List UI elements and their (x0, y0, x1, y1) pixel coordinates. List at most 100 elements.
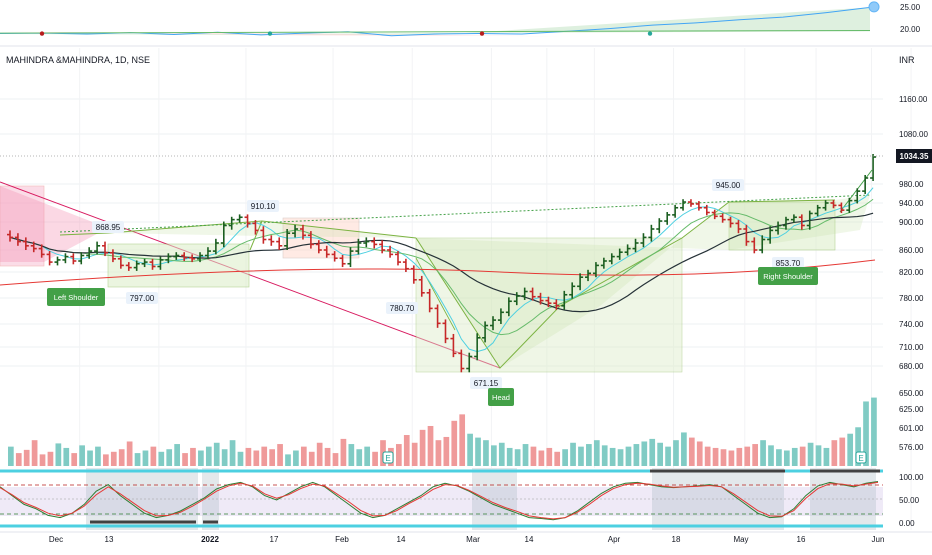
volume-bar (39, 454, 46, 466)
price-bar (474, 333, 481, 361)
top-indicator-dot (267, 31, 273, 36)
volume-bar (514, 449, 521, 466)
volume-bar (198, 450, 204, 466)
volume-bar (776, 449, 782, 466)
volume-bar (213, 442, 220, 466)
pattern-fill (108, 195, 870, 368)
price-bar (157, 256, 164, 270)
volume-bar (855, 427, 861, 466)
price-annotation-label: 853.70 (776, 259, 801, 268)
price-axis-tick: 1160.00 (899, 95, 928, 104)
volume-bar (23, 449, 30, 466)
time-axis-tick: 14 (397, 535, 406, 544)
stochastic-line (0, 481, 879, 520)
volume-bar (277, 444, 283, 466)
price-bar (133, 260, 140, 271)
time-axis-tick: Apr (608, 535, 621, 544)
price-bar (600, 257, 607, 269)
volume-bar (831, 440, 838, 466)
volume-bar (316, 442, 323, 466)
volume-bar (522, 444, 529, 466)
volume-bar (688, 437, 695, 466)
volume-bar (427, 425, 434, 466)
volume-bar (103, 454, 109, 466)
price-bar (838, 202, 845, 213)
price-bar (569, 282, 576, 299)
price-bar (862, 175, 869, 194)
price-bar (299, 224, 306, 240)
volume-bar (15, 453, 22, 466)
last-price-badge (896, 149, 932, 163)
volume-bar (443, 436, 450, 466)
price-bar (394, 251, 401, 266)
price-bar (711, 209, 718, 220)
price-bar (727, 216, 734, 228)
volume-bar (578, 446, 584, 466)
price-axis-tick: 820.00 (899, 268, 924, 277)
volume-bar (308, 451, 315, 466)
top-indicator-signal (0, 29, 871, 34)
price-bar (616, 248, 623, 260)
price-bar (78, 252, 85, 265)
volume-bar (752, 444, 759, 466)
price-bar (426, 288, 433, 313)
volume-bar (31, 440, 38, 466)
price-bar (497, 308, 504, 324)
volume-bar (221, 449, 228, 466)
pink-wedge (0, 186, 108, 262)
price-bar (521, 287, 528, 300)
volume-bar (253, 450, 260, 466)
stochastic-shade (202, 468, 219, 530)
price-annotation-label: 945.00 (716, 181, 741, 190)
price-annotation-label: 671.15 (474, 379, 499, 388)
price-bar (719, 213, 726, 223)
price-bar (315, 240, 322, 254)
volume-bar (562, 449, 568, 466)
price-bar (632, 238, 639, 253)
price-bar (212, 238, 219, 255)
volume-bar (498, 442, 505, 466)
price-bar (442, 319, 449, 344)
pattern-label-bg (488, 388, 514, 406)
price-bar (197, 252, 204, 263)
stochastic-shade (810, 468, 876, 530)
time-axis-tick: 13 (105, 535, 114, 544)
volume-bar (617, 449, 624, 466)
price-bar (751, 237, 758, 254)
chart-title: MAHINDRA &MAHINDRA, 1D, NSE (6, 55, 151, 65)
volume-bar (340, 438, 347, 466)
volume-bar (744, 446, 751, 466)
price-bar (102, 241, 109, 257)
price-bar (30, 241, 37, 253)
volume-bar (324, 447, 331, 466)
price-bar (759, 235, 766, 254)
volume-bar (71, 453, 78, 466)
volume-bar (609, 447, 616, 466)
moving-averages (0, 187, 876, 353)
price-bar (284, 229, 291, 250)
price-bar (608, 253, 615, 265)
price-bar (117, 255, 124, 269)
volume-bar (871, 397, 877, 466)
price-bar (173, 252, 180, 260)
volume-bar (649, 438, 656, 466)
stochastic-axis-tick: 50.00 (899, 496, 920, 505)
volume-bar (269, 449, 276, 466)
stochastic-axis-tick: 0.00 (899, 519, 915, 528)
top-indicator-line (0, 6, 871, 37)
neckline (59, 194, 871, 233)
price-bar (46, 251, 53, 266)
pattern-outline (59, 220, 417, 239)
price-bar (775, 221, 782, 235)
price-axis-tick: 940.00 (899, 199, 924, 208)
price-bar (189, 254, 196, 263)
stochastic-band (0, 487, 883, 516)
price-bar (490, 316, 497, 331)
volume-bar (300, 446, 307, 466)
price-bar (379, 240, 386, 254)
price-bar (94, 241, 101, 255)
stochastic-axis-tick: 100.00 (899, 473, 924, 482)
price-bar (292, 224, 299, 238)
pattern-label: Head (492, 393, 510, 402)
price-bar (790, 214, 797, 223)
